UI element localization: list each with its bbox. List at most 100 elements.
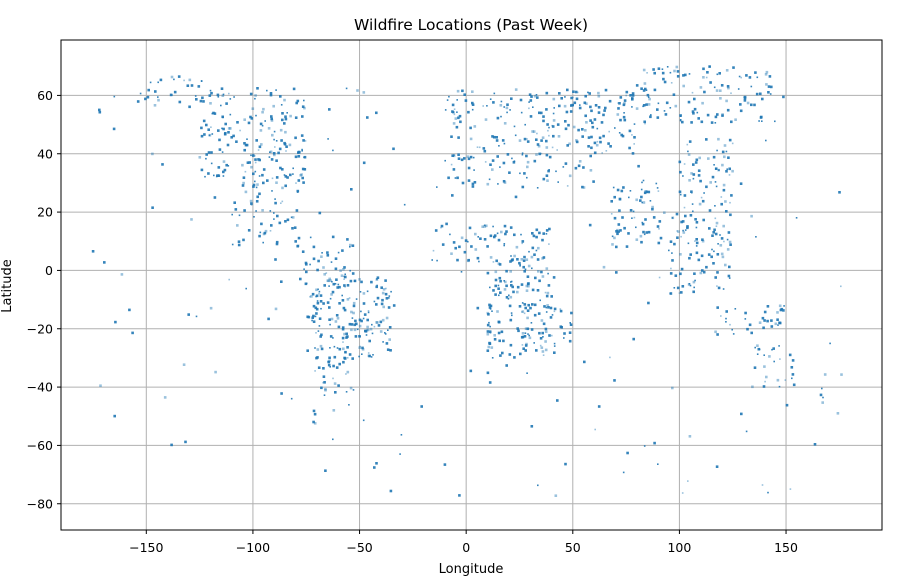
fire-point — [666, 66, 669, 68]
fire-point — [692, 290, 695, 294]
fire-point — [486, 332, 490, 336]
fire-point — [493, 234, 497, 237]
fire-point — [334, 391, 337, 394]
fire-point — [348, 404, 350, 406]
fire-point — [544, 291, 547, 294]
fire-point — [377, 324, 381, 327]
fire-point — [366, 290, 369, 293]
fire-point — [535, 153, 538, 156]
fire-point — [352, 304, 356, 308]
fire-point — [642, 230, 645, 234]
fire-point — [715, 465, 719, 468]
fire-point — [718, 72, 721, 75]
fire-point — [292, 173, 294, 175]
fire-point — [524, 306, 527, 310]
fire-point — [597, 405, 601, 408]
fire-point — [635, 198, 638, 202]
fire-point — [461, 181, 465, 185]
fire-point — [552, 276, 556, 279]
fire-point — [726, 248, 730, 251]
fire-point — [326, 251, 329, 254]
fire-point — [335, 366, 339, 369]
fire-point — [535, 94, 538, 96]
fire-point — [211, 133, 214, 135]
fire-point — [682, 229, 684, 232]
fire-point — [512, 290, 515, 294]
fire-point — [444, 109, 447, 111]
fire-point — [569, 323, 573, 326]
fire-point — [655, 182, 658, 185]
fire-point — [256, 183, 259, 186]
fire-point — [717, 286, 721, 290]
fire-point — [388, 297, 390, 299]
fire-point — [373, 300, 376, 303]
fire-point — [731, 328, 733, 331]
fire-point — [701, 269, 704, 272]
fire-point — [247, 121, 251, 125]
fire-point — [721, 113, 724, 116]
fire-point — [693, 97, 696, 101]
fire-point — [254, 170, 257, 173]
fire-point — [386, 348, 390, 351]
fire-point — [594, 428, 596, 431]
fire-point — [361, 348, 365, 351]
fire-point — [237, 240, 241, 243]
fire-point — [221, 115, 224, 119]
fire-point — [242, 181, 245, 185]
fire-point — [322, 375, 326, 378]
fire-point — [498, 263, 502, 266]
fire-point — [212, 111, 215, 115]
fire-point — [608, 130, 610, 133]
fire-point — [302, 181, 305, 184]
fire-point — [669, 292, 671, 295]
fire-point — [729, 323, 731, 326]
grid — [61, 40, 882, 530]
fire-point — [273, 212, 275, 214]
fire-point — [631, 152, 635, 155]
fire-point — [684, 229, 687, 231]
fire-point — [370, 280, 373, 284]
fire-point — [275, 240, 279, 244]
fire-point — [269, 92, 273, 95]
fire-point — [487, 345, 491, 349]
y-tick-label: 20 — [37, 205, 53, 220]
x-tick-label: −150 — [129, 540, 163, 555]
fire-point — [719, 97, 722, 100]
fire-point — [452, 122, 456, 125]
fire-point — [420, 405, 423, 408]
fire-point — [538, 331, 541, 335]
fire-point — [149, 81, 152, 84]
fire-point — [516, 327, 519, 330]
fire-point — [572, 125, 576, 129]
fire-point — [350, 310, 353, 314]
fire-point — [249, 199, 253, 203]
fire-point — [547, 129, 549, 132]
fire-point — [202, 100, 205, 103]
fire-point — [489, 234, 493, 238]
fire-point — [776, 318, 779, 321]
fire-point — [713, 86, 716, 89]
fire-point — [523, 303, 527, 306]
fire-point — [686, 143, 689, 146]
fire-point — [728, 174, 731, 176]
y-tick-label: −60 — [27, 438, 53, 453]
fire-point — [552, 97, 556, 101]
fire-point — [543, 305, 546, 308]
fire-point — [695, 238, 698, 241]
fire-point — [444, 159, 446, 162]
fire-point — [498, 145, 500, 147]
fire-point — [188, 78, 192, 82]
fire-point — [691, 203, 694, 205]
fire-point — [680, 291, 683, 294]
fire-point — [346, 238, 349, 241]
fire-point — [269, 150, 273, 154]
fire-point — [694, 240, 696, 242]
fire-point — [575, 97, 579, 101]
fire-point — [346, 346, 349, 349]
fire-point — [640, 87, 643, 90]
fire-point — [291, 216, 295, 219]
fire-point — [281, 118, 284, 122]
fire-point — [643, 120, 646, 124]
fire-point — [452, 168, 456, 171]
fire-point — [728, 277, 731, 279]
